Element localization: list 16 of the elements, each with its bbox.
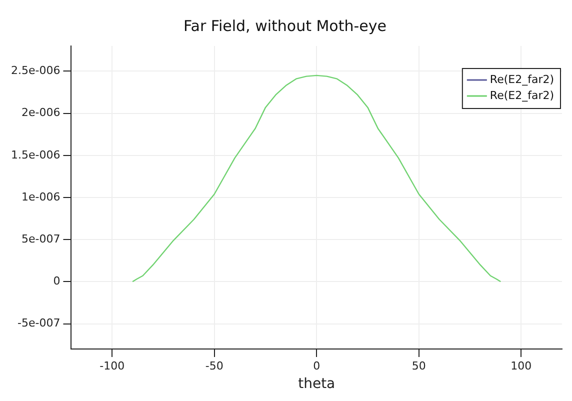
y-tick-label: 5e-007 xyxy=(21,232,60,246)
y-tick-label: -5e-007 xyxy=(18,316,60,330)
y-tick-label: 0 xyxy=(53,274,60,288)
x-tick-label: 0 xyxy=(313,359,320,372)
x-axis-title: theta xyxy=(298,376,336,392)
y-tick-label: 1e-006 xyxy=(21,190,60,204)
legend-label: Re(E2_far2) xyxy=(490,88,554,102)
x-tick-label: -50 xyxy=(205,359,224,372)
x-tick-label: -100 xyxy=(100,359,125,372)
y-tick-label: 2e-006 xyxy=(21,106,60,120)
x-tick-label: 50 xyxy=(412,359,426,372)
legend-label: Re(E2_far2) xyxy=(490,72,554,86)
y-tick-label: 2.5e-006 xyxy=(10,64,60,78)
y-tick-label: 1.5e-006 xyxy=(10,148,60,162)
x-tick-label: 100 xyxy=(510,359,532,372)
chart-title: Far Field, without Moth-eye xyxy=(184,16,386,35)
